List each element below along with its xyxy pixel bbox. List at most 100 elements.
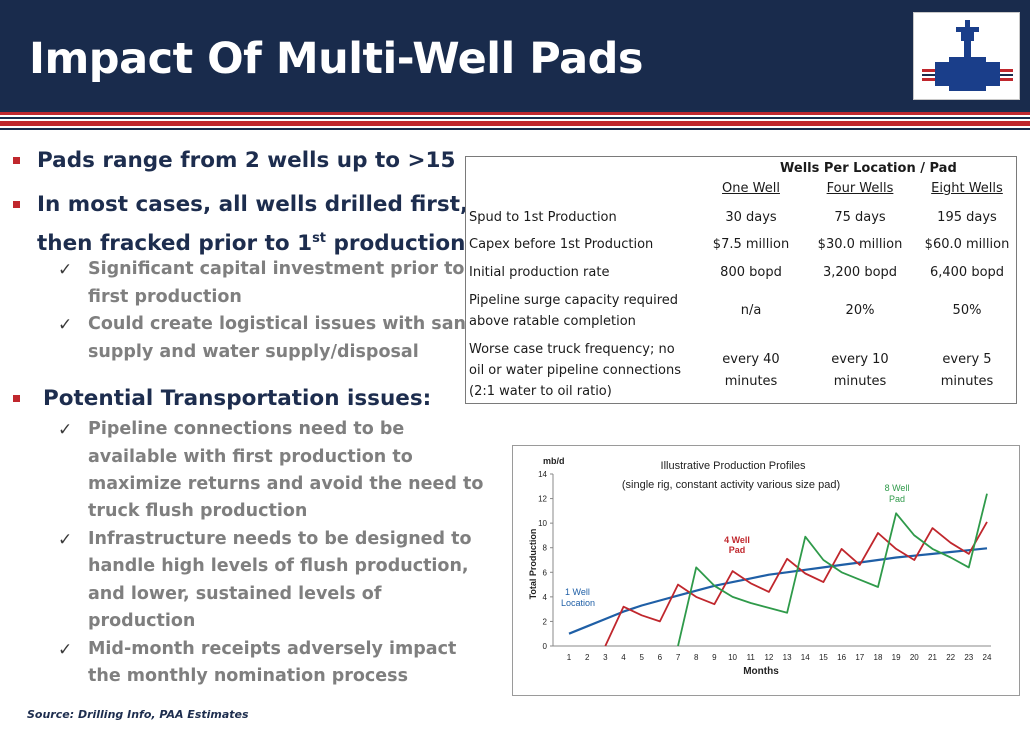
x-axis-label: Months [743, 666, 779, 677]
checkmark-icon: ✓ [58, 260, 73, 280]
x-tick-label: 16 [837, 653, 846, 662]
chart-subtitle: (single rig, constant activity various s… [622, 479, 840, 491]
y-tick-label: 0 [543, 642, 548, 651]
table-cell: minutes [833, 374, 887, 389]
production-chart: mb/d Illustrative Production Profiles (s… [512, 445, 1020, 696]
x-tick-label: 11 [747, 653, 756, 662]
x-tick-label: 21 [928, 653, 937, 662]
bullet-marker-icon [13, 201, 20, 208]
x-tick-label: 14 [801, 653, 810, 662]
header-bar: Impact Of Multi-Well Pads [0, 0, 1030, 112]
table-cell: 800 bopd [720, 265, 782, 280]
table-cell: every 5 [942, 352, 992, 367]
checkmark-icon: ✓ [58, 530, 73, 550]
checkmark-icon: ✓ [58, 420, 73, 440]
sub-infrastructure-line2: handle high levels of flush production, [88, 556, 469, 576]
table-cell: 195 days [937, 210, 997, 225]
row-label-truck-line2: oil or water pipeline connections [469, 363, 682, 378]
x-tick-label: 5 [639, 653, 644, 662]
series-line-2 [604, 521, 988, 647]
source-note: Source: Drilling Info, PAA Estimates [27, 708, 249, 721]
bullet-drilled-first-line2: then fracked prior to 1st production [37, 231, 466, 257]
header-stripe-red [0, 112, 1030, 115]
x-tick-label: 15 [819, 653, 828, 662]
chart-canvas: mb/d Illustrative Production Profiles (s… [528, 456, 992, 677]
sub-capital-line1: Significant capital investment prior to [88, 259, 465, 279]
table-cell: 3,200 bopd [822, 265, 898, 280]
series-line-3 [677, 493, 988, 647]
y-tick-label: 14 [538, 470, 547, 479]
x-tick-label: 24 [983, 653, 992, 662]
y-tick-label: 8 [543, 544, 548, 553]
row-label-truck-line1: Worse case truck frequency; no [469, 342, 675, 357]
x-tick-label: 18 [874, 653, 883, 662]
page-title: Impact Of Multi-Well Pads [29, 34, 643, 84]
header-stripe-red-2 [0, 121, 1030, 126]
y-tick-label: 4 [543, 593, 548, 602]
table-cell: 75 days [834, 210, 886, 225]
series-label-8-well-line2: Pad [889, 494, 905, 504]
x-tick-label: 8 [694, 653, 699, 662]
chart-unit-label: mb/d [543, 456, 565, 466]
x-tick-label: 23 [964, 653, 973, 662]
sub-logistical-line1: Could create logistical issues with sand [88, 314, 479, 334]
sub-midmonth-line1: Mid-month receipts adversely impact [88, 639, 457, 659]
comparison-table: Wells Per Location / Pad One Well Four W… [465, 156, 1017, 404]
x-tick-label: 19 [892, 653, 901, 662]
bullet-marker-icon [13, 395, 20, 402]
checkmark-icon: ✓ [58, 315, 73, 335]
x-tick-label: 7 [676, 653, 681, 662]
header-stripe-navy-2 [0, 128, 1030, 130]
row-label-truck-line3: (2:1 water to oil ratio) [469, 384, 612, 399]
table-cell: 30 days [725, 210, 777, 225]
table-cell: 50% [952, 303, 982, 318]
table-cell: minutes [940, 374, 994, 389]
series-line-1 [568, 547, 988, 635]
valve-logo-icon [913, 12, 1020, 100]
x-tick-label: 17 [855, 653, 864, 662]
sub-infrastructure-line3: and lower, sustained levels of [88, 584, 382, 604]
table-cell: $30.0 million [817, 237, 903, 252]
x-tick-label: 4 [621, 653, 626, 662]
table-cell: 6,400 bopd [929, 265, 1005, 280]
table-cell: $60.0 million [924, 237, 1010, 252]
checkmark-icon: ✓ [58, 640, 73, 660]
column-header-eight-wells: Eight Wells [931, 181, 1003, 196]
bullet-pads-range: Pads range from 2 wells up to >15 [37, 148, 456, 173]
bullet-transportation: Potential Transportation issues: [43, 386, 432, 411]
table-cell: minutes [724, 374, 778, 389]
sub-infrastructure-line4: production [88, 611, 196, 631]
header-stripe-navy [0, 117, 1030, 119]
bullet-drilled-first-line1: In most cases, all wells drilled first, [37, 192, 469, 217]
x-tick-label: 22 [946, 653, 955, 662]
y-axis-label: Total Production [528, 529, 538, 600]
series-label-4-well-line2: Pad [729, 545, 746, 555]
table-cell: every 10 [831, 352, 889, 367]
sub-pipeline-line4: truck flush production [88, 501, 308, 521]
row-label-initial-rate: Initial production rate [469, 265, 610, 280]
series-label-8-well-line1: 8 Well [885, 483, 910, 493]
series-label-1-well-line2: Location [561, 598, 595, 608]
sub-pipeline-line1: Pipeline connections need to be [88, 419, 405, 439]
y-tick-label: 10 [538, 519, 547, 528]
series-label-4-well-line1: 4 Well [724, 535, 750, 545]
x-tick-label: 10 [728, 653, 737, 662]
x-tick-label: 2 [585, 653, 590, 662]
table-cell: $7.5 million [712, 237, 790, 252]
sub-pipeline-line3: maximize returns and avoid the need to [88, 474, 484, 494]
x-tick-label: 9 [712, 653, 717, 662]
column-header-one-well: One Well [722, 181, 780, 196]
y-tick-label: 2 [543, 617, 548, 626]
row-label-surge-line1: Pipeline surge capacity required [469, 293, 679, 308]
sub-midmonth-line2: the monthly nomination process [88, 666, 408, 686]
y-tick-label: 6 [543, 568, 548, 577]
table-cell: every 40 [722, 352, 780, 367]
chart-title: Illustrative Production Profiles [661, 460, 806, 472]
x-tick-label: 12 [764, 653, 773, 662]
row-label-surge-line2: above ratable completion [469, 314, 636, 329]
row-label-capex: Capex before 1st Production [469, 237, 654, 252]
sub-capital-line2: first production [88, 287, 242, 307]
sub-logistical-line2: supply and water supply/disposal [88, 342, 419, 362]
table-cell: n/a [740, 303, 762, 318]
sub-pipeline-line2: available with first production to [88, 447, 413, 467]
